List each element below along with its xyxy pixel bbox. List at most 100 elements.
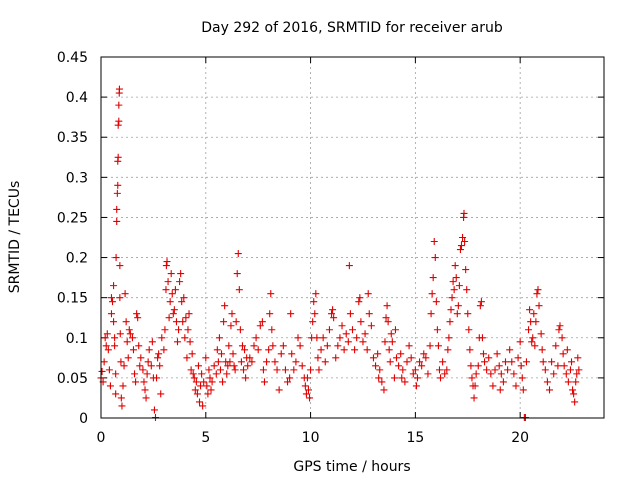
data-point xyxy=(323,342,331,350)
data-point xyxy=(199,402,207,410)
data-point xyxy=(474,362,482,370)
data-point xyxy=(128,334,136,342)
data-point xyxy=(123,338,131,346)
data-point xyxy=(134,314,142,322)
data-point xyxy=(148,338,156,346)
data-point xyxy=(344,338,352,346)
data-point xyxy=(397,350,405,358)
data-point xyxy=(265,346,273,354)
data-point xyxy=(171,286,179,294)
data-point xyxy=(193,390,201,398)
data-point xyxy=(298,362,306,370)
data-point xyxy=(562,370,570,378)
data-point xyxy=(160,346,168,354)
data-point xyxy=(390,374,398,382)
data-point xyxy=(279,342,287,350)
data-point xyxy=(231,366,239,374)
data-point xyxy=(219,378,227,386)
data-point xyxy=(431,254,439,262)
data-point xyxy=(224,362,232,370)
data-point xyxy=(464,310,472,318)
data-point xyxy=(314,354,322,362)
data-point xyxy=(349,326,356,334)
data-point xyxy=(232,318,240,326)
data-point xyxy=(162,286,170,294)
data-point xyxy=(340,346,348,354)
data-point xyxy=(432,298,440,306)
data-point xyxy=(229,350,237,358)
data-point xyxy=(559,350,567,358)
data-point xyxy=(302,390,310,398)
data-point xyxy=(129,346,137,354)
data-point xyxy=(154,354,162,362)
data-point xyxy=(514,354,522,362)
data-point xyxy=(112,254,120,262)
data-point xyxy=(115,117,123,125)
data-point xyxy=(411,366,419,374)
data-point xyxy=(356,294,364,302)
data-point xyxy=(454,302,462,310)
data-point xyxy=(145,346,153,354)
data-point xyxy=(477,298,485,306)
data-point xyxy=(571,398,579,406)
y-tick-label: 0 xyxy=(79,411,88,427)
data-point xyxy=(325,326,333,334)
data-point xyxy=(181,334,189,342)
data-point xyxy=(476,302,484,310)
data-point xyxy=(460,209,468,217)
data-point xyxy=(466,346,474,354)
data-point xyxy=(113,189,121,197)
data-point xyxy=(250,342,258,350)
data-point xyxy=(281,366,289,374)
data-point xyxy=(566,366,574,374)
data-point xyxy=(312,290,320,298)
data-point xyxy=(234,250,242,258)
data-point xyxy=(292,358,300,366)
data-point xyxy=(383,302,391,310)
data-point xyxy=(364,290,372,298)
data-point xyxy=(190,374,198,382)
data-point xyxy=(329,306,337,314)
data-point xyxy=(304,386,312,394)
data-point xyxy=(456,246,464,254)
data-point xyxy=(288,350,296,358)
data-point xyxy=(457,242,465,250)
data-point xyxy=(355,298,363,306)
data-point xyxy=(200,378,208,386)
data-point xyxy=(240,366,248,374)
data-point xyxy=(241,346,249,354)
x-tick-label: 20 xyxy=(511,430,529,446)
data-point xyxy=(116,294,124,302)
data-point xyxy=(189,370,197,378)
data-point xyxy=(461,238,469,246)
data-point xyxy=(205,366,213,374)
y-tick-label: 0.2 xyxy=(66,251,88,267)
data-point xyxy=(118,402,126,410)
data-point xyxy=(227,322,235,330)
data-point xyxy=(178,298,186,306)
data-point xyxy=(142,394,150,402)
data-point xyxy=(328,310,336,318)
data-point xyxy=(125,326,133,334)
data-point xyxy=(418,362,426,370)
data-point xyxy=(173,338,181,346)
data-point xyxy=(182,314,190,322)
data-point xyxy=(112,370,120,378)
data-point xyxy=(237,358,245,366)
data-point xyxy=(445,334,453,342)
data-points xyxy=(97,85,583,421)
data-point xyxy=(213,346,221,354)
data-point xyxy=(462,266,470,274)
data-point xyxy=(263,358,271,366)
data-point xyxy=(427,310,435,318)
data-point xyxy=(391,326,399,334)
data-point xyxy=(533,290,541,298)
data-point xyxy=(491,366,499,374)
data-point xyxy=(126,330,134,338)
data-point xyxy=(143,370,151,378)
data-point xyxy=(512,382,520,390)
data-point xyxy=(164,278,172,286)
data-point xyxy=(101,334,109,342)
data-point xyxy=(487,370,495,378)
data-point xyxy=(558,334,566,342)
